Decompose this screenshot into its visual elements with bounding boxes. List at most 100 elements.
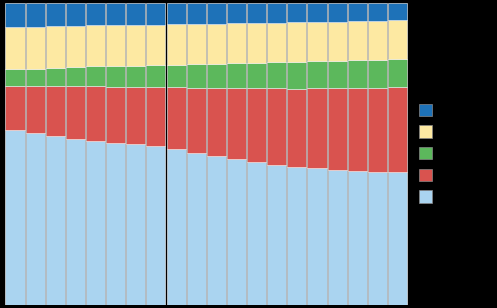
Bar bbox=[46, 68, 65, 86]
Bar bbox=[166, 3, 185, 24]
Bar bbox=[328, 3, 346, 22]
Bar bbox=[368, 87, 387, 172]
Bar bbox=[368, 172, 387, 305]
Bar bbox=[388, 3, 407, 20]
Bar bbox=[247, 88, 266, 162]
Bar bbox=[227, 159, 246, 305]
Bar bbox=[348, 88, 367, 171]
Bar bbox=[247, 23, 266, 63]
Bar bbox=[207, 156, 226, 305]
Bar bbox=[287, 62, 306, 88]
Bar bbox=[46, 136, 65, 305]
Bar bbox=[66, 86, 85, 139]
Bar bbox=[147, 3, 166, 25]
Bar bbox=[147, 87, 166, 146]
Bar bbox=[66, 3, 85, 26]
Bar bbox=[227, 88, 246, 159]
Bar bbox=[207, 3, 226, 24]
Bar bbox=[46, 26, 65, 68]
Bar bbox=[106, 3, 125, 25]
Bar bbox=[328, 88, 346, 170]
Bar bbox=[227, 63, 246, 88]
Bar bbox=[66, 26, 85, 67]
Legend: , , , , : , , , , bbox=[418, 104, 435, 204]
Bar bbox=[267, 62, 286, 88]
Bar bbox=[147, 25, 166, 65]
Bar bbox=[368, 60, 387, 87]
Bar bbox=[308, 61, 327, 88]
Bar bbox=[106, 87, 125, 143]
Bar bbox=[227, 3, 246, 23]
Bar bbox=[26, 86, 45, 133]
Bar bbox=[166, 149, 185, 305]
Bar bbox=[147, 65, 166, 87]
Bar bbox=[126, 87, 145, 144]
Bar bbox=[308, 88, 327, 168]
Bar bbox=[166, 65, 185, 87]
Bar bbox=[308, 168, 327, 305]
Bar bbox=[46, 3, 65, 26]
Bar bbox=[126, 3, 145, 25]
Bar bbox=[26, 133, 45, 305]
Bar bbox=[126, 66, 145, 87]
Bar bbox=[287, 88, 306, 167]
Bar bbox=[5, 70, 24, 86]
Bar bbox=[388, 20, 407, 59]
Bar bbox=[388, 87, 407, 172]
Bar bbox=[187, 64, 206, 88]
Bar bbox=[26, 26, 45, 69]
Bar bbox=[247, 3, 266, 23]
Bar bbox=[328, 170, 346, 305]
Bar bbox=[287, 167, 306, 305]
Bar bbox=[86, 26, 105, 67]
Bar bbox=[328, 22, 346, 61]
Bar bbox=[348, 3, 367, 22]
Bar bbox=[187, 3, 206, 24]
Bar bbox=[267, 165, 286, 305]
Bar bbox=[207, 88, 226, 156]
Bar bbox=[46, 86, 65, 136]
Bar bbox=[308, 22, 327, 61]
Bar bbox=[166, 87, 185, 149]
Bar bbox=[287, 3, 306, 22]
Bar bbox=[388, 172, 407, 305]
Bar bbox=[187, 153, 206, 305]
Bar bbox=[328, 61, 346, 88]
Bar bbox=[388, 59, 407, 87]
Bar bbox=[26, 69, 45, 86]
Bar bbox=[247, 162, 266, 305]
Bar bbox=[66, 67, 85, 86]
Bar bbox=[106, 25, 125, 66]
Bar bbox=[308, 3, 327, 22]
Bar bbox=[106, 66, 125, 87]
Bar bbox=[5, 27, 24, 70]
Bar bbox=[187, 24, 206, 64]
Bar bbox=[207, 64, 226, 88]
Bar bbox=[227, 23, 246, 63]
Bar bbox=[86, 86, 105, 141]
Bar bbox=[348, 171, 367, 305]
Bar bbox=[86, 141, 105, 305]
Bar bbox=[166, 24, 185, 65]
Bar bbox=[5, 3, 24, 27]
Bar bbox=[368, 3, 387, 21]
Bar bbox=[126, 144, 145, 305]
Bar bbox=[187, 88, 206, 153]
Bar bbox=[126, 25, 145, 66]
Bar bbox=[106, 143, 125, 305]
Bar bbox=[267, 3, 286, 23]
Bar bbox=[267, 88, 286, 165]
Bar bbox=[267, 23, 286, 62]
Bar bbox=[207, 24, 226, 64]
Bar bbox=[5, 86, 24, 130]
Bar bbox=[348, 22, 367, 60]
Bar bbox=[86, 3, 105, 26]
Bar bbox=[5, 130, 24, 305]
Bar bbox=[368, 21, 387, 60]
Bar bbox=[147, 146, 166, 305]
Bar bbox=[348, 60, 367, 88]
Bar bbox=[86, 67, 105, 86]
Bar bbox=[247, 63, 266, 88]
Bar bbox=[26, 3, 45, 26]
Bar bbox=[66, 139, 85, 305]
